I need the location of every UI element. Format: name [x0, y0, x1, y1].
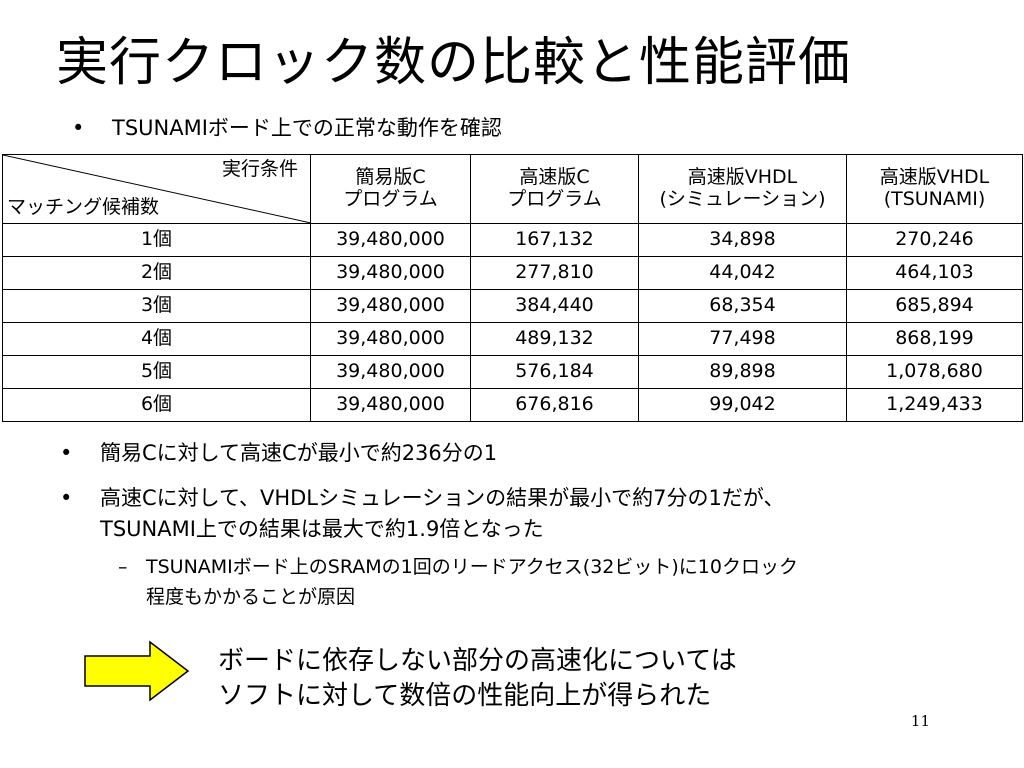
- table-cell: 34,898: [638, 223, 847, 257]
- column-header: 高速版C プログラム: [470, 154, 639, 224]
- table-row: 6個 39,480,000 676,816 99,042 1,249,433: [2, 388, 1023, 422]
- table-cell: 167,132: [470, 223, 639, 257]
- header-candidates-label: マッチング候補数: [7, 196, 160, 219]
- row-label: 5個: [2, 355, 311, 389]
- table-row: 5個 39,480,000 576,184 89,898 1,078,680: [2, 355, 1023, 389]
- header-conditions-label: 実行条件: [221, 158, 298, 180]
- row-label: 3個: [2, 289, 311, 323]
- table-cell: 44,042: [638, 256, 847, 290]
- table-cell: 384,440: [470, 289, 639, 323]
- sub-bullet-text-continuation: 程度もかかることが原因: [146, 586, 356, 608]
- table-cell: 464,103: [846, 256, 1023, 290]
- bullet-dot-icon: •: [72, 116, 85, 140]
- bullet-text: 簡易Cに対して高速Cが最小で約236分の1: [100, 441, 498, 465]
- conclusion-line: ボードに依存しない部分の高速化については: [218, 646, 737, 676]
- sub-bullet-item: – TSUNAMIボード上のSRAMの1回のリードアクセス(32ビット)に10クロ…: [118, 552, 798, 579]
- page-number: 11: [910, 712, 930, 730]
- row-label: 6個: [2, 388, 311, 422]
- sub-bullet-text: TSUNAMIボード上のSRAMの1回のリードアクセス(32ビット)に10クロッ…: [146, 556, 798, 578]
- bullet-dot-icon: •: [60, 441, 73, 465]
- table-row: 3個 39,480,000 384,440 68,354 685,894: [2, 289, 1023, 323]
- table-cell: 868,199: [846, 322, 1023, 356]
- row-label: 4個: [2, 322, 311, 356]
- table-cell: 39,480,000: [310, 223, 471, 257]
- column-header: 簡易版C プログラム: [310, 154, 471, 224]
- row-label: 1個: [2, 223, 311, 257]
- column-header: 高速版VHDL (TSUNAMI): [846, 154, 1023, 224]
- slide-title: 実行クロック数の比較と性能評価: [56, 33, 852, 93]
- table-corner-cell: 実行条件 マッチング候補数: [2, 154, 311, 224]
- right-arrow-icon: [84, 640, 190, 702]
- bullet-text-continuation: TSUNAMI上での結果は最大で約1.9倍となった: [100, 517, 544, 541]
- table-cell: 89,898: [638, 355, 847, 389]
- table-cell: 676,816: [470, 388, 639, 422]
- table-cell: 99,042: [638, 388, 847, 422]
- bullet-item: • 簡易Cに対して高速Cが最小で約236分の1: [60, 437, 497, 467]
- table-cell: 39,480,000: [310, 322, 471, 356]
- table-cell: 39,480,000: [310, 388, 471, 422]
- table-cell: 1,078,680: [846, 355, 1023, 389]
- row-label: 2個: [2, 256, 311, 290]
- table-cell: 270,246: [846, 223, 1023, 257]
- table-cell: 68,354: [638, 289, 847, 323]
- table-header-row: 実行条件 マッチング候補数 簡易版C プログラム 高速版C プログラム 高速版VHD…: [2, 154, 1023, 224]
- column-header: 高速版VHDL (シミュレーション): [638, 154, 847, 224]
- conclusion-text: ボードに依存しない部分の高速化については ソフトに対して数倍の性能向上が得られた: [218, 644, 737, 714]
- table-cell: 277,810: [470, 256, 639, 290]
- table-cell: 39,480,000: [310, 355, 471, 389]
- conclusion-line: ソフトに対して数倍の性能向上が得られた: [218, 681, 712, 712]
- table-cell: 39,480,000: [310, 256, 471, 290]
- table-cell: 77,498: [638, 322, 847, 356]
- intro-bullet-text: TSUNAMIボード上での正常な動作を確認: [112, 116, 502, 140]
- diagonal-divider: [3, 155, 311, 223]
- table-cell: 39,480,000: [310, 289, 471, 323]
- table-row: 4個 39,480,000 489,132 77,498 868,199: [2, 322, 1023, 356]
- table-row: 2個 39,480,000 277,810 44,042 464,103: [2, 256, 1023, 290]
- table-cell: 489,132: [470, 322, 639, 356]
- dash-bullet-icon: –: [118, 556, 128, 578]
- table-cell: 576,184: [470, 355, 639, 389]
- table-cell: 1,249,433: [846, 388, 1023, 422]
- clock-comparison-table: 実行条件 マッチング候補数 簡易版C プログラム 高速版C プログラム 高速版VHD…: [2, 154, 1023, 422]
- intro-bullet: • TSUNAMIボード上での正常な動作を確認: [72, 112, 502, 142]
- bullet-text: 高速Cに対して、VHDLシミュレーションの結果が最小で約7分の1だが、: [100, 486, 785, 510]
- bullet-item: • 高速Cに対して、VHDLシミュレーションの結果が最小で約7分の1だが、: [60, 482, 784, 512]
- table-cell: 685,894: [846, 289, 1023, 323]
- table-row: 1個 39,480,000 167,132 34,898 270,246: [2, 223, 1023, 257]
- bullet-dot-icon: •: [60, 486, 73, 510]
